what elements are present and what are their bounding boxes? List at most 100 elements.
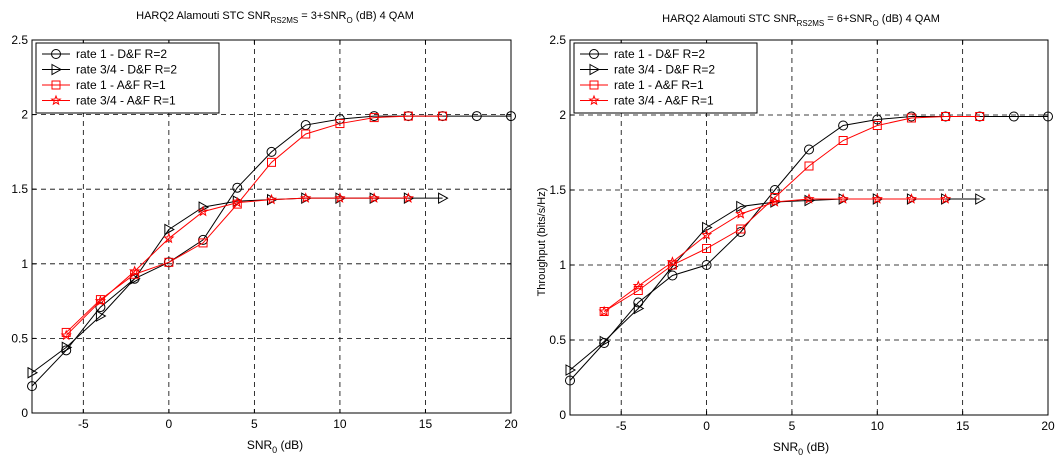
data-point — [163, 232, 175, 244]
x-tick-label: 20 — [1041, 419, 1055, 433]
legend-item: rate 1 - A&F R=1 — [42, 78, 166, 92]
x-tick-label: 10 — [333, 417, 347, 431]
data-point — [633, 302, 645, 315]
data-point — [27, 366, 39, 379]
data-point — [565, 364, 577, 376]
x-label-subscript: 0 — [272, 445, 277, 455]
legend-item: rate 1 - D&F R=2 — [580, 47, 705, 61]
x-label-unit: (dB) — [277, 438, 303, 452]
chart-left: HARQ2 Alamouti STC SNRRS2MS = 3+SNRO (dB… — [11, 10, 518, 455]
data-point — [369, 113, 379, 123]
data-point — [701, 260, 712, 270]
series-line — [65, 115, 443, 333]
data-point — [27, 381, 37, 392]
title-prefix: HARQ2 Alamouti STC SNR — [662, 13, 797, 25]
data-point — [198, 238, 208, 248]
data-point — [804, 161, 814, 171]
legend-box — [35, 42, 220, 114]
y-tick-label: 0 — [21, 406, 28, 420]
data-point — [804, 194, 816, 207]
y-axis-label: Throughput (bits/s/Hz) — [536, 188, 548, 297]
y-tick-label: 0 — [559, 408, 566, 422]
data-point — [506, 111, 516, 122]
x-tick-label: 5 — [789, 419, 796, 433]
data-point — [60, 329, 72, 341]
data-point — [736, 224, 746, 234]
data-point — [939, 193, 952, 204]
legend-marker — [589, 63, 601, 76]
data-point — [95, 310, 107, 322]
data-point — [265, 193, 278, 205]
data-point — [164, 257, 174, 267]
data-point — [231, 196, 243, 208]
legend-label: rate 1 - D&F R=2 — [76, 47, 167, 61]
series-line — [603, 116, 980, 312]
legend-label: rate 3/4 - D&F R=2 — [76, 63, 177, 77]
data-point — [735, 208, 747, 219]
data-point — [565, 375, 575, 386]
legend-marker — [589, 49, 599, 59]
data-point — [941, 112, 951, 121]
x-label-main: SNR — [773, 440, 799, 454]
data-point — [769, 185, 780, 195]
x-tick-label: 5 — [251, 417, 258, 431]
y-tick-label: 1 — [559, 258, 566, 272]
y-tick-label: 2.5 — [11, 33, 28, 47]
data-point — [438, 192, 449, 205]
data-point — [61, 341, 73, 354]
chart-title: HARQ2 Alamouti STC SNRRS2MS = 6+SNRO (dB… — [662, 13, 940, 28]
chart-right: HARQ2 Alamouti STC SNRRS2MS = 6+SNRO (dB… — [536, 13, 1055, 457]
series-3 — [61, 111, 448, 337]
data-point — [975, 193, 986, 205]
data-point — [872, 121, 882, 130]
legend-item: rate 1 - D&F R=2 — [42, 47, 167, 61]
x-tick-label: 20 — [504, 417, 518, 431]
legend-label: rate 3/4 - A&F R=1 — [76, 94, 176, 108]
data-point — [872, 114, 883, 125]
title-subscript: RS2MS — [797, 19, 825, 28]
data-point — [197, 205, 209, 217]
legend-marker — [51, 63, 63, 76]
data-point — [94, 295, 107, 306]
data-point — [402, 192, 414, 203]
data-point — [232, 182, 243, 193]
x-label-unit: (dB) — [803, 440, 829, 454]
data-point — [471, 111, 482, 122]
data-point — [769, 196, 781, 207]
legend-item: rate 3/4 - D&F R=2 — [42, 63, 177, 77]
data-point — [598, 305, 610, 317]
legend-marker — [51, 49, 61, 59]
data-point — [700, 229, 713, 240]
legend-marker — [589, 80, 599, 90]
x-axis-label: SNR0 (dB) — [773, 440, 829, 457]
y-tick-label: 1 — [21, 257, 28, 271]
chart-title: HARQ2 Alamouti STC SNRRS2MS = 3+SNRO (dB… — [136, 10, 414, 25]
series-line — [603, 198, 946, 312]
legend-marker — [51, 80, 61, 90]
legend-label: rate 1 - A&F R=1 — [614, 78, 704, 92]
x-tick-label: -5 — [78, 417, 89, 431]
data-point — [702, 244, 712, 253]
legend-marker — [588, 94, 600, 106]
legend-label: rate 3/4 - D&F R=2 — [614, 63, 715, 77]
title-prefix: HARQ2 Alamouti STC SNR — [136, 10, 271, 22]
data-point — [838, 136, 848, 145]
series-3 — [599, 112, 985, 316]
data-point — [61, 327, 71, 337]
data-point — [267, 157, 276, 167]
data-point — [334, 192, 346, 203]
y-tick-label: 0.5 — [549, 333, 566, 347]
data-point — [667, 270, 678, 281]
data-point — [403, 111, 413, 121]
title-suffix: (dB) 4 QAM — [879, 13, 940, 25]
legend-label: rate 3/4 - A&F R=1 — [614, 94, 714, 108]
data-point — [803, 193, 815, 204]
data-point — [164, 223, 175, 236]
x-tick-label: 15 — [956, 419, 970, 433]
legend-item: rate 1 - A&F R=1 — [580, 78, 704, 92]
data-point — [1043, 111, 1053, 122]
data-point — [736, 200, 747, 213]
